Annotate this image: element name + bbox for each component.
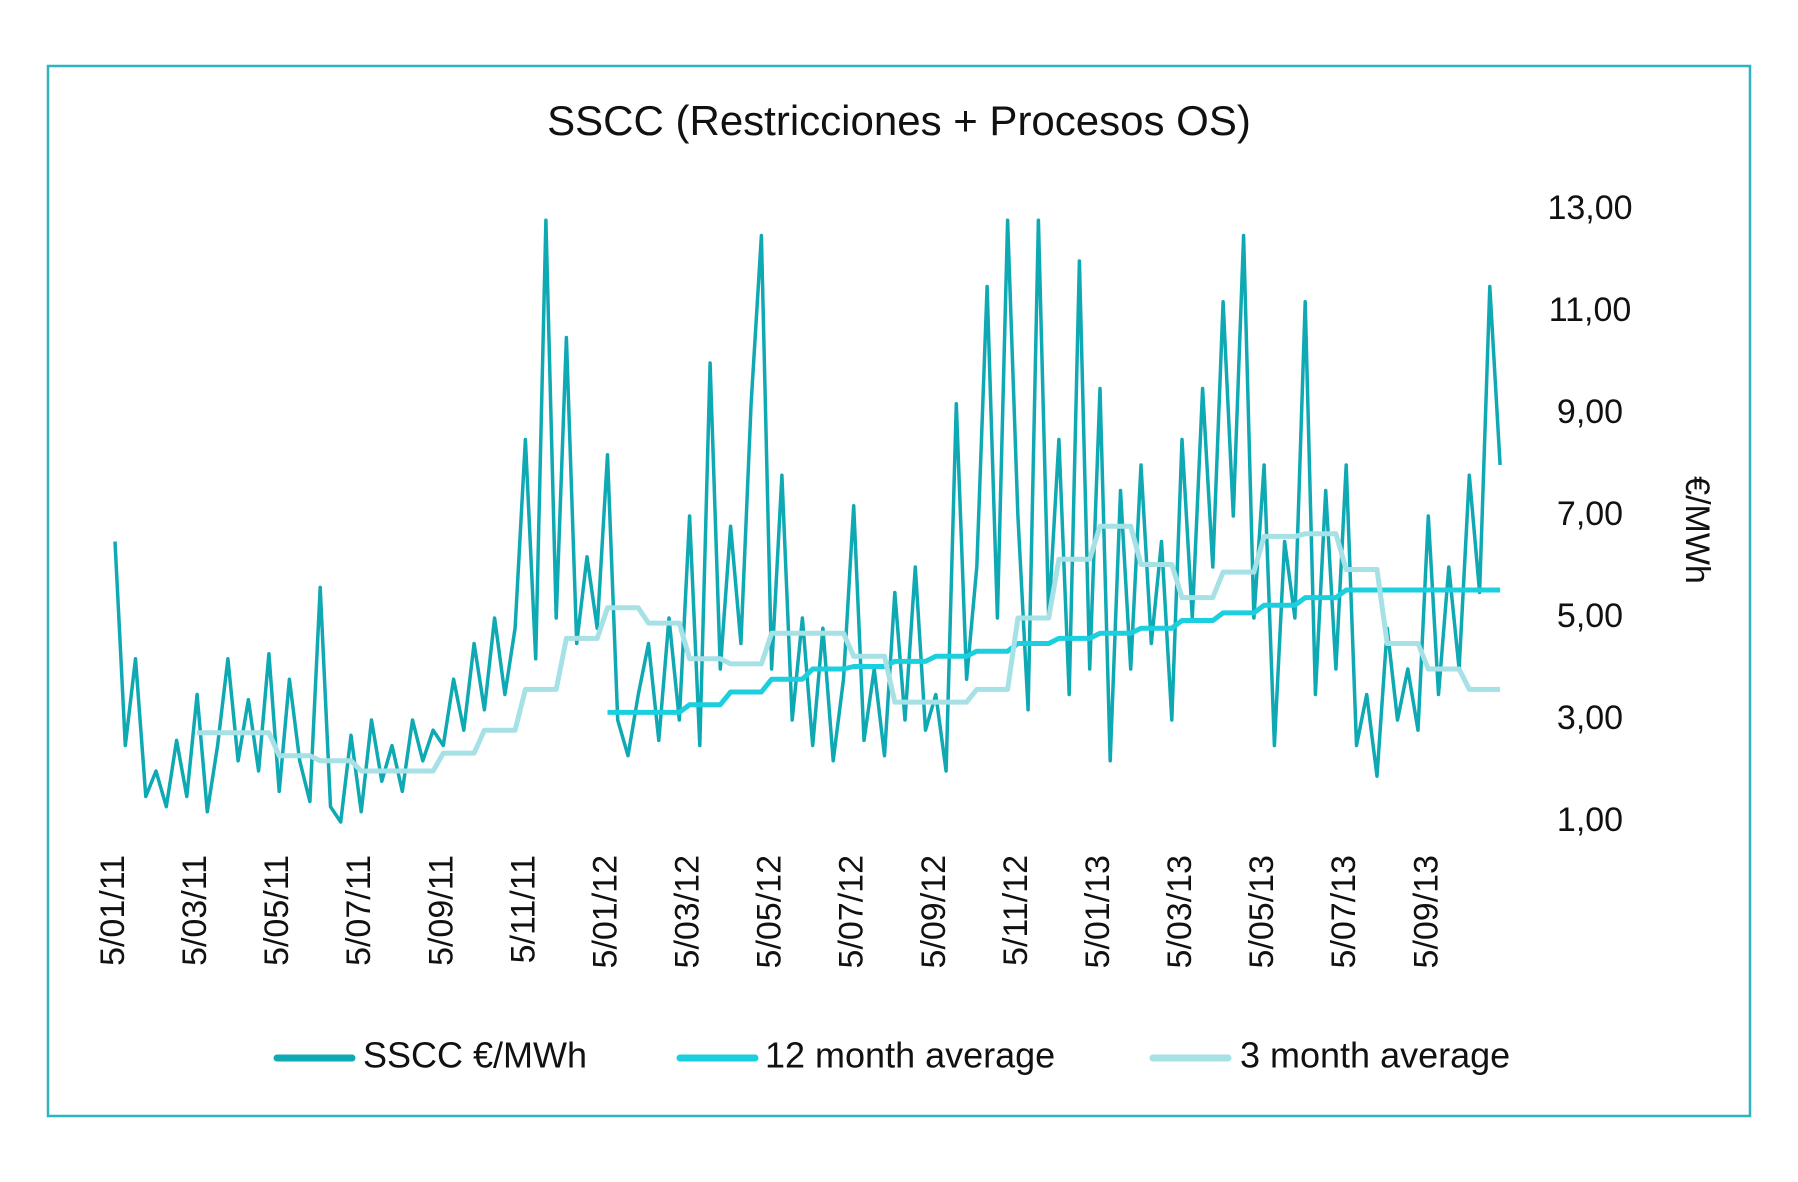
legend-label: 3 month average	[1240, 1035, 1510, 1076]
y-tick-label: 3,00	[1557, 699, 1623, 737]
y-tick-label: 5,00	[1557, 597, 1623, 635]
y-tick-label: 11,00	[1549, 291, 1632, 329]
chart-title: SSCC (Restricciones + Procesos OS)	[547, 97, 1251, 144]
legend-label: SSCC €/MWh	[363, 1035, 587, 1076]
legend-label: 12 month average	[765, 1035, 1055, 1076]
x-tick-label: 5/09/13	[1407, 855, 1445, 968]
x-tick-label: 5/03/11	[176, 855, 214, 966]
x-tick-label: 5/01/12	[586, 855, 624, 968]
series-line	[607, 587, 1501, 715]
x-tick-label: 5/07/12	[833, 855, 871, 968]
x-tick-label: 5/03/12	[669, 855, 707, 968]
x-tick-label: 5/07/13	[1325, 855, 1363, 968]
x-tick-label: 5/07/11	[340, 855, 378, 966]
y-tick-label: 1,00	[1557, 801, 1623, 839]
y-tick-label: 13,00	[1547, 189, 1632, 227]
x-tick-label: 5/11/11	[504, 855, 542, 963]
x-tick-label: 5/05/12	[751, 855, 789, 968]
x-tick-label: 5/05/11	[258, 855, 296, 966]
y-tick-label: 7,00	[1557, 495, 1623, 533]
x-tick-label: 5/05/13	[1243, 855, 1281, 968]
x-tick-label: 5/09/12	[915, 855, 953, 968]
y-axis-label: €/MWh	[1678, 476, 1716, 584]
x-tick-label: 5/03/13	[1161, 855, 1199, 968]
series-line	[197, 523, 1501, 774]
x-tick-label: 5/01/13	[1079, 855, 1117, 968]
y-tick-label: 9,00	[1557, 393, 1623, 431]
x-tick-label: 5/01/11	[94, 855, 132, 966]
x-tick-label: 5/11/12	[997, 855, 1035, 966]
x-tick-label: 5/09/11	[422, 855, 460, 966]
